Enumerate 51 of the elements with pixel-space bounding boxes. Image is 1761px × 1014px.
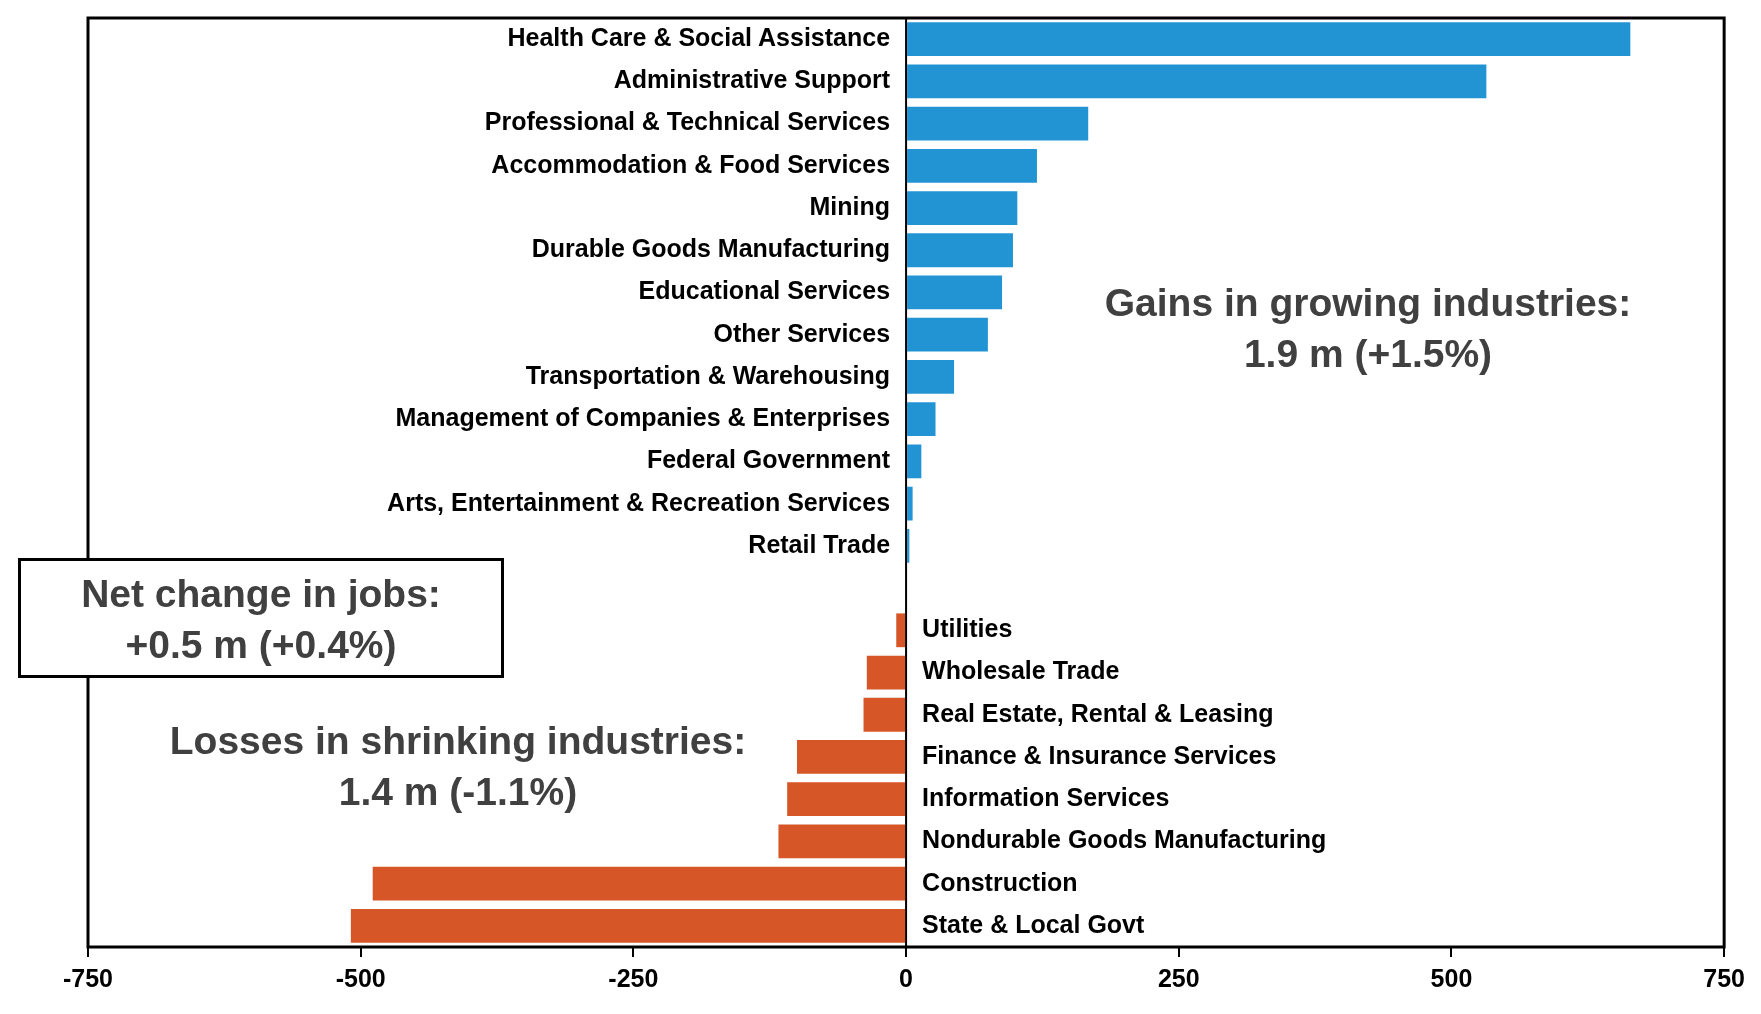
y-tick-label: Arts, Entertainment & Recreation Services [387, 487, 891, 516]
y-tick-label: Transportation & Warehousing [525, 360, 891, 389]
bar [907, 148, 1037, 183]
y-tick-label: State & Local Govt [922, 909, 1146, 938]
y-tick-label: Wholesale Trade [922, 656, 1120, 685]
bar [896, 613, 906, 648]
annotation: Gains in growing industries: 1.9 m (+1.5%) [1103, 280, 1633, 377]
bar [907, 402, 936, 437]
bar [907, 233, 1013, 268]
y-tick-label: Other Services [713, 318, 891, 347]
bar [787, 782, 906, 817]
bar [372, 866, 906, 901]
y-tick-label: Administrative Support [613, 65, 891, 94]
bar [907, 486, 913, 521]
y-tick-label: Accommodation & Food Services [491, 149, 891, 178]
x-tick-label: -500 [335, 963, 386, 992]
bar [907, 317, 988, 352]
bar [907, 64, 1487, 99]
annotation: Losses in shrinking industries: 1.4 m (-1.1%) [168, 718, 748, 815]
x-tick-label: 500 [1430, 963, 1473, 992]
bar [350, 909, 906, 943]
x-tick-label: -750 [62, 963, 114, 992]
y-tick-label: Retail Trade [748, 529, 891, 558]
bar [907, 22, 1631, 57]
y-tick-label: Utilities [922, 614, 1013, 643]
y-tick-label: Professional & Technical Services [484, 107, 891, 136]
bar [907, 191, 1018, 225]
x-tick-label: 250 [1157, 963, 1200, 992]
bar [863, 697, 906, 732]
y-tick-label: Information Services [922, 783, 1170, 812]
bar [778, 824, 906, 859]
y-tick-label: Durable Goods Manufacturing [531, 234, 891, 263]
y-tick-label: Federal Government [646, 445, 891, 474]
y-tick-label: Health Care & Social Assistance [507, 23, 891, 51]
bar [907, 360, 955, 394]
bar [907, 275, 1003, 310]
bar [907, 106, 1089, 141]
y-tick-label: Management of Companies & Enterprises [395, 403, 891, 432]
framed-note: Net change in jobs: +0.5 m (+0.4%) [18, 558, 504, 678]
bar [797, 740, 906, 774]
y-tick-label: Mining [809, 191, 891, 220]
x-tick-label: -250 [608, 963, 659, 992]
y-tick-label: Nondurable Goods Manufacturing [922, 825, 1327, 854]
x-tick-label: 750 [1703, 963, 1745, 992]
y-tick-label: Educational Services [638, 276, 891, 305]
bar [866, 655, 906, 690]
x-tick-label: 0 [899, 963, 914, 992]
y-tick-label: Finance & Insurance Services [922, 740, 1277, 769]
bar [907, 444, 922, 479]
y-tick-label: Construction [922, 867, 1078, 896]
y-tick-label: Real Estate, Rental & Leasing [922, 698, 1274, 727]
